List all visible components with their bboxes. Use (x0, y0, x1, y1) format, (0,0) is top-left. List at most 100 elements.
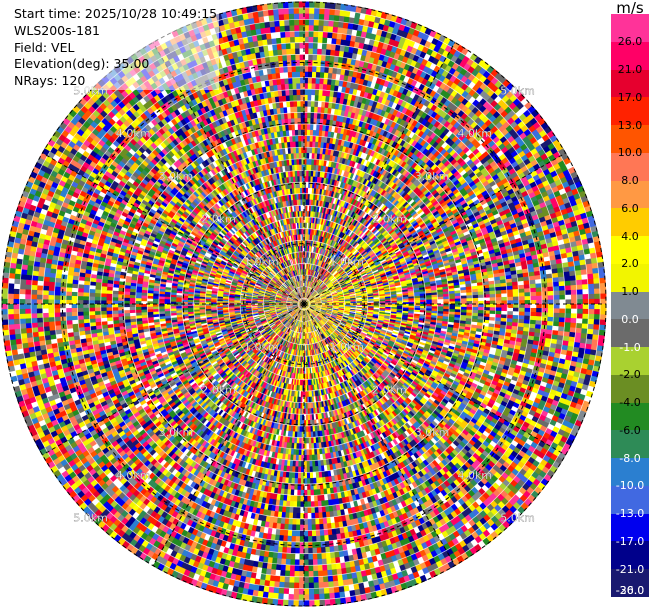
velocity-bin (310, 263, 313, 270)
velocity-bin (325, 213, 329, 220)
velocity-bin (316, 217, 320, 224)
velocity-bin (308, 263, 311, 270)
velocity-bin (308, 287, 312, 294)
velocity-bin (353, 193, 359, 200)
velocity-bin (312, 258, 315, 265)
velocity-bin (324, 250, 329, 257)
velocity-bin (307, 286, 310, 293)
velocity-bin (306, 292, 310, 299)
velocity-bin (325, 189, 329, 197)
velocity-bin (307, 106, 312, 113)
velocity-bin (304, 71, 309, 78)
velocity-bin (346, 159, 352, 167)
velocity-bin (313, 270, 317, 277)
velocity-bin (355, 187, 361, 195)
velocity-bin (316, 253, 320, 260)
velocity-bin (316, 241, 319, 248)
velocity-bin (312, 48, 319, 55)
velocity-bin (343, 188, 349, 196)
velocity-bin (315, 259, 319, 266)
velocity-bin (321, 242, 326, 250)
velocity-bin (307, 286, 310, 294)
velocity-bin (339, 187, 345, 195)
velocity-bin (347, 178, 353, 185)
velocity-bin (337, 162, 343, 170)
velocity-bin (332, 234, 337, 241)
velocity-bin (362, 152, 369, 160)
velocity-bin (314, 264, 318, 272)
velocity-bin (304, 274, 306, 281)
velocity-bin (329, 8, 337, 16)
velocity-bin (345, 195, 351, 203)
velocity-bin (322, 200, 327, 208)
velocity-bin (313, 112, 319, 119)
velocity-bin (320, 224, 325, 231)
velocity-bin (310, 100, 316, 107)
velocity-bin (327, 25, 335, 33)
velocity-bin (322, 243, 327, 250)
velocity-bin (310, 234, 313, 241)
velocity-bin (313, 277, 317, 283)
velocity-bin (309, 152, 313, 160)
velocity-bin (323, 249, 328, 256)
velocity-bin (311, 240, 314, 247)
velocity-bin (307, 263, 310, 270)
velocity-bin (304, 280, 306, 287)
velocity-bin (317, 235, 321, 242)
velocity-bin (323, 195, 328, 202)
velocity-bin (310, 281, 313, 288)
velocity-bin (318, 266, 323, 273)
velocity-bin (339, 175, 344, 182)
velocity-bin (320, 242, 325, 249)
velocity-bin (347, 184, 353, 192)
velocity-bin (323, 19, 330, 27)
velocity-bin (308, 48, 314, 55)
velocity-bin (320, 236, 324, 243)
velocity-bin (306, 152, 310, 159)
velocity-bin (319, 71, 326, 79)
velocity-bin (311, 71, 318, 78)
velocity-bin (339, 193, 345, 201)
velocity-bin (309, 234, 312, 241)
velocity-bin (316, 247, 320, 254)
velocity-bin (322, 218, 326, 226)
velocity-bin (306, 286, 308, 293)
velocity-bin (368, 130, 375, 138)
velocity-bin (354, 143, 360, 151)
velocity-bin (315, 223, 319, 230)
velocity-bin (327, 226, 331, 233)
velocity-bin (308, 275, 311, 282)
velocity-bin (387, 100, 395, 109)
velocity-bin (305, 262, 308, 270)
velocity-bin (316, 65, 322, 73)
velocity-bin (311, 282, 315, 289)
velocity-bin (336, 198, 341, 206)
velocity-bin (318, 229, 322, 237)
velocity-bin (323, 243, 328, 250)
velocity-bin (353, 155, 359, 163)
velocity-bin (310, 245, 313, 253)
velocity-bin (332, 215, 337, 223)
velocity-bin (304, 94, 309, 101)
velocity-bin (349, 191, 355, 199)
velocity-bin (334, 167, 339, 175)
velocity-bin (305, 193, 309, 200)
velocity-bin (337, 180, 342, 188)
velocity-bin (318, 247, 322, 255)
velocity-bin (326, 183, 330, 191)
velocity-bin (332, 173, 337, 181)
velocity-bin (317, 30, 325, 38)
velocity-bin (312, 252, 315, 259)
velocity-bin (324, 231, 328, 238)
velocity-bin (334, 210, 339, 217)
velocity-bin (331, 227, 335, 235)
velocity-bin (325, 238, 330, 245)
velocity-bin (304, 135, 308, 142)
velocity-bin (329, 202, 334, 210)
velocity-bin (321, 206, 326, 214)
velocity-bin (318, 217, 322, 225)
velocity-bin (307, 251, 309, 258)
velocity-bin (318, 253, 322, 261)
velocity-bin (310, 269, 313, 276)
velocity-bin (386, 112, 394, 121)
